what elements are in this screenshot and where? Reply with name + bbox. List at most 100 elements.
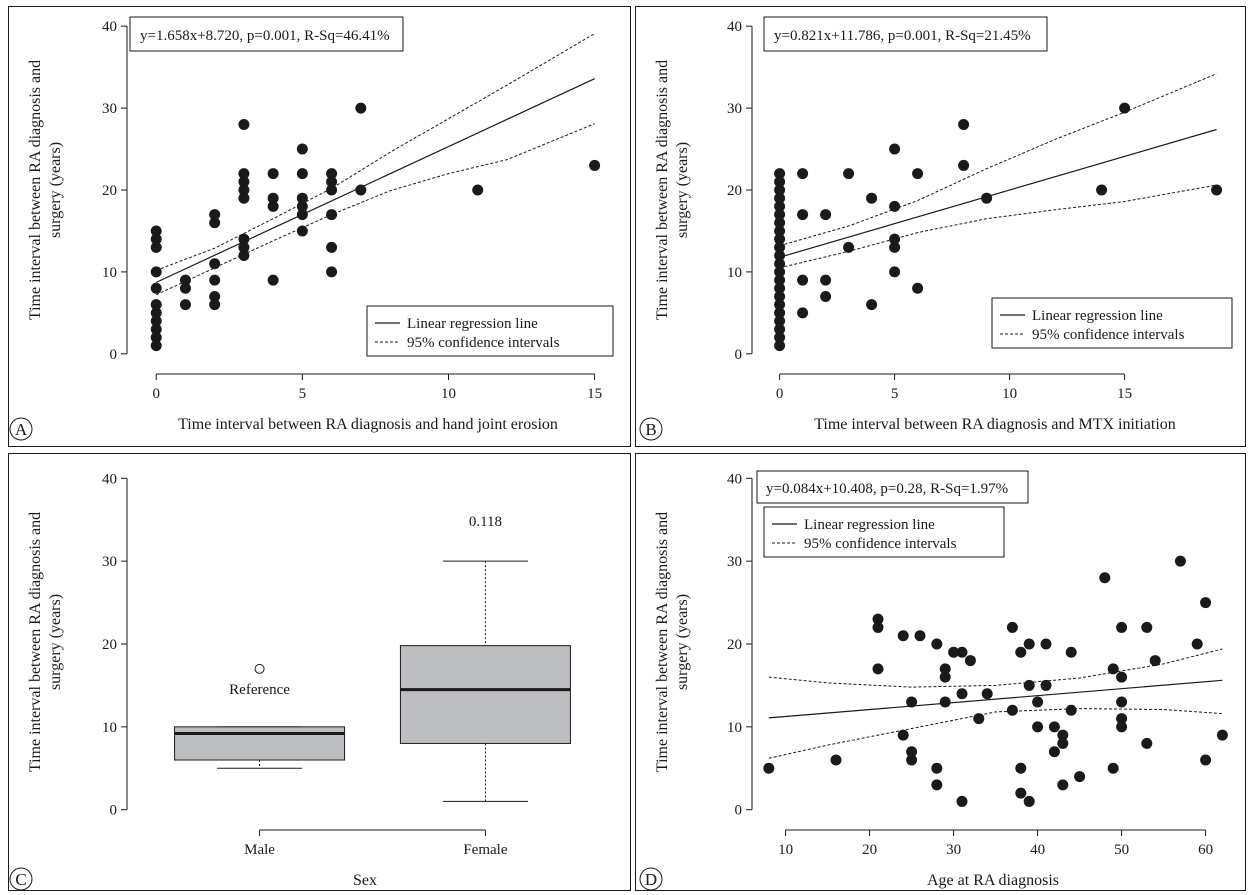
panel-b-data-point <box>912 168 924 180</box>
panel-b-data-point <box>797 274 809 286</box>
panel-b-letter: B <box>645 420 656 439</box>
panel-a-data-point <box>296 225 308 237</box>
panel-a-data-point <box>267 168 279 180</box>
panel-d-data-point <box>1048 746 1060 758</box>
panel-c-letter-badge <box>9 867 33 891</box>
panel-d-data-point <box>906 754 918 766</box>
panel-d-y-tick-label: 20 <box>727 637 742 653</box>
panel-b-y-tick-label: 10 <box>727 265 742 281</box>
panel-c-plot: 0 10 20 30 40 Male Reference Female 0.118 <box>102 471 571 858</box>
panel-a-data-point <box>179 282 191 294</box>
panel-a-data-point <box>150 233 162 245</box>
panel-b-legend: Linear regression line 95% confidence in… <box>991 297 1233 349</box>
panel-b-x-tick-label: 5 <box>891 386 899 402</box>
panel-d-data-point <box>1099 572 1111 584</box>
panel-c-y-tick-label: 30 <box>102 554 117 570</box>
panel-b-y-axis-label-line1: Time interval between RA diagnosis and <box>654 60 671 320</box>
panel-b-data-point <box>774 184 786 196</box>
panel-a-y-tick-label: 30 <box>102 101 117 117</box>
panel-b-data-point <box>843 168 855 180</box>
panel-a-data-point <box>326 266 338 278</box>
panel-d-data-point <box>763 762 775 774</box>
panel-a-data-point <box>296 209 308 221</box>
panel-d-ci-upper <box>768 648 1223 688</box>
panel-a-y-tick-label: 20 <box>102 183 117 199</box>
panel-b-data-point <box>958 118 970 130</box>
panel-a-regression-line <box>155 78 595 283</box>
panel-a-x-tick-label: 10 <box>441 386 456 402</box>
panel-b-equation-box <box>763 16 1048 52</box>
panel-d-y-axis-label-line1: Time interval between RA diagnosis and <box>654 512 671 772</box>
panel-a-data-point <box>355 102 367 114</box>
panel-d-data-point <box>1174 555 1186 567</box>
panel-d-data-point <box>1216 729 1228 741</box>
panel-d-x-tick-label: 10 <box>778 842 793 858</box>
panel-c-y-axis-label-line1: Time interval between RA diagnosis and <box>27 512 44 772</box>
panel-a-y-tick-label: 40 <box>102 19 117 35</box>
panel-d-x-tick-label: 20 <box>862 842 877 858</box>
panel-d-data-point <box>1116 671 1128 683</box>
panel-a-data-point <box>150 282 162 294</box>
panel-b-data-point <box>866 192 878 204</box>
panel-c-y-tick-label: 0 <box>110 803 118 819</box>
panel-d-data-point <box>939 696 951 708</box>
panel-a-frame <box>8 6 631 447</box>
panel-b-data-point <box>774 323 786 335</box>
panel-d-data-point <box>830 754 842 766</box>
panel-d-data-point <box>931 779 943 791</box>
panel-b-x-tick-label: 10 <box>1002 386 1017 402</box>
panel-b-ci-upper <box>779 73 1217 247</box>
panel-d-data-point <box>1116 696 1128 708</box>
panel-b-x-tick-label: 0 <box>776 386 784 402</box>
panel-d-data-point <box>939 663 951 675</box>
panel-a-data-point <box>150 315 162 327</box>
panel-b-x-axis-label: Time interval between RA diagnosis and M… <box>814 416 1176 433</box>
panel-b-data-point <box>820 209 832 221</box>
panel-b-legend-box <box>991 297 1233 349</box>
panel-b-data-point <box>774 299 786 311</box>
panel-d-x-tick-label: 60 <box>1198 842 1213 858</box>
panel-a-legend-ci-label: 95% confidence intervals <box>407 335 560 351</box>
panel-d-data-point <box>1116 621 1128 633</box>
panel-d-data-point <box>914 630 926 642</box>
panel-b-data-point <box>843 241 855 253</box>
panel-d-data-point <box>1032 721 1044 733</box>
panel-a-data-point <box>209 299 221 311</box>
panel-d-data-point <box>948 646 960 658</box>
panel-d-data-point <box>906 746 918 758</box>
panel-a-data-point <box>238 184 250 196</box>
panel-b-data-point <box>774 200 786 212</box>
panel-c-frame <box>8 453 631 891</box>
panel-d-ci-lower <box>768 708 1223 759</box>
panel-a-data-point <box>238 168 250 180</box>
panel-d-data-point <box>872 663 884 675</box>
panel-d-legend: Linear regression line 95% confidence in… <box>763 506 1005 558</box>
panel-b-regression-line <box>779 128 1217 258</box>
panel-b-y-tick-label: 20 <box>727 183 742 199</box>
panel-a-data-point <box>150 241 162 253</box>
panel-a-data-point <box>238 118 250 130</box>
panel-b-x-tick-label: 15 <box>1117 386 1132 402</box>
panel-b-data-point <box>774 340 786 352</box>
panel-d-x-tick-label: 50 <box>1114 842 1129 858</box>
panel-d-data-point <box>1149 655 1161 667</box>
panel-c-letter: C <box>15 870 26 889</box>
panel-a-data-point <box>150 225 162 237</box>
panel-a-x-tick-label: 0 <box>152 386 160 402</box>
panel-d-legend-ci-label: 95% confidence intervals <box>804 536 957 552</box>
panel-b-data-point <box>797 307 809 319</box>
panel-b-data-point <box>774 233 786 245</box>
panel-d-data-point <box>1006 621 1018 633</box>
panel-d-x-tick-label: 30 <box>946 842 961 858</box>
panel-b-data-point <box>774 241 786 253</box>
panel-d-data-point <box>1057 729 1069 741</box>
panel-b-data-point <box>774 307 786 319</box>
panel-d-data-point <box>1048 721 1060 733</box>
panel-a-legend-fit-label: Linear regression line <box>407 316 538 332</box>
panel-a-data-point <box>296 143 308 155</box>
panel-d-data-point <box>1015 762 1027 774</box>
panel-d-y-tick-label: 10 <box>727 720 742 736</box>
panel-d-data-point <box>1107 663 1119 675</box>
panel-a-data-point <box>150 266 162 278</box>
